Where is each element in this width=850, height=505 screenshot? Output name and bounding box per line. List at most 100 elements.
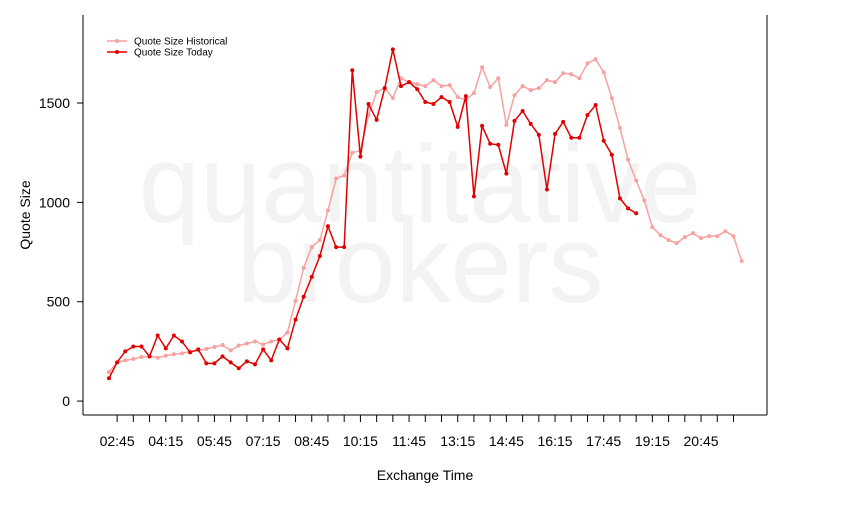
- data-point: [374, 90, 379, 95]
- data-point: [350, 150, 355, 155]
- x-tick-label: 02:45: [100, 433, 135, 449]
- data-point: [634, 211, 639, 216]
- data-point: [593, 57, 598, 62]
- data-point: [593, 103, 598, 108]
- data-point: [731, 234, 736, 239]
- data-point: [634, 178, 639, 183]
- data-point: [252, 362, 257, 367]
- data-point: [585, 61, 590, 66]
- data-point: [528, 121, 533, 126]
- y-axis-label: Quote Size: [17, 180, 33, 249]
- data-point: [163, 353, 168, 358]
- data-point: [204, 361, 209, 366]
- x-tick-label: 16:15: [538, 433, 573, 449]
- data-point: [609, 96, 614, 101]
- data-point: [309, 245, 314, 250]
- data-point: [561, 119, 566, 124]
- data-point: [293, 317, 298, 322]
- data-point: [212, 361, 217, 366]
- data-point: [366, 102, 371, 107]
- y-tick-label: 1000: [39, 194, 70, 210]
- data-point: [447, 100, 452, 105]
- data-point: [650, 225, 655, 230]
- data-point: [139, 354, 144, 359]
- data-point: [690, 231, 695, 236]
- data-point: [171, 333, 176, 338]
- data-point: [390, 96, 395, 101]
- data-point: [171, 352, 176, 357]
- data-point: [739, 259, 744, 264]
- data-point: [617, 196, 622, 201]
- data-point: [407, 80, 412, 85]
- data-point: [325, 224, 330, 229]
- data-point: [715, 234, 720, 239]
- data-point: [179, 339, 184, 344]
- y-tick-label: 500: [47, 294, 71, 310]
- data-point: [236, 343, 241, 348]
- data-point: [439, 95, 444, 100]
- data-point: [155, 333, 160, 338]
- data-point: [512, 93, 517, 98]
- data-point: [577, 76, 582, 81]
- data-point: [455, 124, 460, 129]
- data-point: [155, 355, 160, 360]
- data-point: [447, 83, 452, 88]
- data-point: [147, 354, 152, 359]
- data-point: [131, 344, 136, 349]
- data-point: [317, 238, 322, 243]
- x-tick-label: 19:15: [635, 433, 670, 449]
- data-point: [707, 234, 712, 239]
- data-point: [423, 100, 428, 105]
- data-point: [325, 208, 330, 213]
- data-point: [390, 47, 395, 52]
- data-point: [528, 88, 533, 93]
- data-point: [220, 354, 225, 359]
- data-point: [382, 86, 387, 91]
- data-point: [107, 376, 111, 381]
- data-point: [609, 152, 614, 157]
- data-point: [204, 347, 209, 352]
- x-tick-label: 08:45: [294, 433, 329, 449]
- data-point: [317, 254, 322, 259]
- data-point: [553, 80, 558, 85]
- data-point: [626, 157, 631, 162]
- data-point: [480, 123, 485, 128]
- data-point: [423, 84, 428, 89]
- data-point: [115, 360, 120, 365]
- x-tick-label: 07:15: [246, 433, 281, 449]
- data-point: [107, 370, 111, 375]
- data-point: [480, 65, 485, 70]
- data-point: [269, 358, 274, 363]
- data-point: [252, 339, 257, 344]
- data-point: [269, 339, 274, 344]
- data-point: [342, 173, 347, 178]
- data-point: [463, 94, 468, 99]
- data-point: [285, 330, 290, 335]
- data-point: [601, 138, 606, 143]
- data-point: [244, 359, 249, 364]
- data-point: [228, 348, 233, 353]
- x-tick-label: 04:15: [148, 433, 183, 449]
- data-point: [431, 78, 436, 83]
- data-point: [544, 78, 549, 83]
- data-point: [228, 360, 233, 365]
- data-point: [520, 84, 525, 89]
- data-point: [123, 349, 128, 354]
- data-point: [261, 342, 266, 347]
- data-point: [261, 347, 266, 352]
- watermark: brokers: [237, 203, 604, 326]
- data-point: [699, 236, 704, 241]
- data-point: [350, 68, 355, 73]
- x-tick-label: 20:45: [684, 433, 719, 449]
- legend-marker: [115, 50, 119, 54]
- data-point: [196, 347, 201, 352]
- data-point: [520, 108, 525, 113]
- x-tick-label: 05:45: [197, 433, 232, 449]
- data-point: [244, 341, 249, 346]
- watermark: quantitative: [139, 123, 702, 246]
- data-point: [617, 125, 622, 130]
- x-tick-label: 11:45: [392, 433, 426, 449]
- data-point: [723, 229, 728, 234]
- data-point: [512, 118, 517, 123]
